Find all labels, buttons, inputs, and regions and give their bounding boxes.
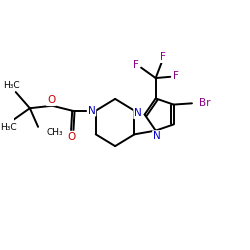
Text: CH₃: CH₃ bbox=[46, 128, 63, 137]
Text: F: F bbox=[173, 70, 179, 81]
Text: H₃C: H₃C bbox=[3, 81, 20, 90]
Text: N: N bbox=[134, 108, 142, 118]
Text: O: O bbox=[67, 132, 75, 141]
Text: Br: Br bbox=[200, 98, 211, 108]
Text: F: F bbox=[133, 60, 139, 70]
Text: N: N bbox=[153, 131, 161, 141]
Text: N: N bbox=[88, 106, 96, 116]
Text: O: O bbox=[47, 95, 55, 105]
Text: H₃C: H₃C bbox=[0, 123, 16, 132]
Text: F: F bbox=[160, 52, 166, 62]
